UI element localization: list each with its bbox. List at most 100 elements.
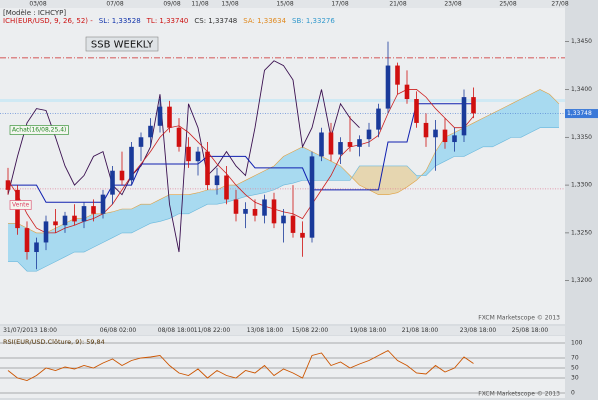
cloud-segment (397, 165, 407, 193)
bottom-date-label: 13/08 18:00 (247, 327, 284, 334)
legend-entry: SL: 1,33528 (99, 17, 141, 25)
cloud-segment (445, 132, 455, 162)
candle-body (129, 146, 134, 181)
cloud-segment (473, 118, 483, 152)
top-date-label: 07/08 (106, 1, 123, 8)
model-label: [Modèle : ICHCYP] (3, 9, 66, 17)
bottom-date-label: 21/08 18:00 (402, 327, 439, 334)
cloud-segment (331, 161, 341, 181)
candle-body (167, 106, 172, 128)
cloud-segment (321, 156, 331, 181)
cloud-segment (245, 175, 255, 197)
candle-body (252, 208, 258, 216)
candle-body (271, 199, 277, 224)
candle-body (414, 99, 419, 123)
top-date-label: 09/08 (163, 1, 180, 8)
candle-body (205, 151, 210, 186)
candle-body (262, 199, 267, 216)
candle-body (376, 108, 381, 130)
candle-body (100, 194, 106, 214)
bottom-date-label: 15/08 22:00 (292, 327, 329, 334)
cloud-segment (378, 165, 388, 195)
title-box (85, 36, 159, 52)
cloud-segment (502, 103, 512, 143)
cloud-segment (74, 218, 84, 253)
candle-body (357, 139, 362, 147)
candle-body (148, 125, 153, 138)
chart-title: SSB WEEKLY (91, 40, 154, 51)
cloud-segment (435, 137, 445, 166)
candle-body (224, 175, 229, 200)
cloud-segment (226, 185, 236, 203)
signal-label: Vente (12, 202, 29, 209)
y-tick-label: 30 (571, 375, 579, 382)
top-date-label: 21/08 (389, 1, 406, 8)
cloud-segment (46, 228, 56, 267)
cloud-segment (530, 89, 540, 133)
candle-body (5, 180, 11, 190)
cloud-segment (150, 199, 160, 224)
cloud-segment (103, 211, 113, 243)
top-date-label: 25/08 (499, 1, 516, 8)
y-tick-label: 1,3450 (571, 38, 592, 45)
cloud (8, 89, 559, 272)
top-date-label: 15/08 (276, 1, 293, 8)
cloud-segment (464, 122, 474, 157)
candle-body (309, 156, 315, 238)
cloud-segment (179, 194, 189, 214)
y-tick-label: 1,3400 (571, 86, 592, 93)
cloud-segment (65, 218, 75, 257)
candle-body (195, 151, 201, 162)
bottom-date-label: 06/08 02:00 (100, 327, 137, 334)
legend-entry: ICH(EUR/USD, 9, 26, 52) - (3, 17, 93, 25)
candle-body (176, 127, 182, 147)
cloud-segment (188, 192, 198, 214)
candle-body (290, 215, 296, 233)
legend-entry: SA: 1,33634 (243, 17, 286, 25)
candle-body (243, 208, 248, 214)
rsi-line (7, 349, 474, 381)
candle-body (233, 199, 239, 214)
cloud-segment (160, 194, 170, 222)
candle-body (442, 129, 448, 143)
candle-body (24, 228, 30, 253)
candle-body (91, 206, 96, 214)
top-date-label: 03/08 (29, 1, 46, 8)
cloud-segment (549, 94, 559, 128)
signal-label: Achat(16/08,25,4) (12, 127, 66, 134)
rsi-panel (0, 336, 565, 398)
cloud-segment (492, 108, 502, 147)
cloud-segment (131, 204, 141, 233)
candle-body (338, 142, 343, 155)
cloud-segment (27, 228, 37, 272)
cloud-segment (264, 165, 274, 193)
kijun-line (8, 103, 474, 203)
cloud-segment (483, 113, 493, 147)
candle-body (347, 142, 353, 147)
cloud-segment (511, 99, 521, 138)
y-tick-label: 100 (571, 340, 583, 347)
highlight-band (0, 99, 565, 102)
bottom-date-label: 23/08 18:00 (460, 327, 497, 334)
cloud-segment (198, 189, 208, 209)
candle-body (214, 175, 220, 186)
cloud-segment (55, 223, 65, 262)
cloud-segment (293, 146, 303, 184)
span-a-line (8, 89, 560, 234)
y-tick-label: 0 (571, 390, 575, 397)
cloud-segment (141, 204, 151, 229)
candle-body (81, 206, 87, 222)
bottom-date-strip (0, 326, 565, 335)
top-date-label: 23/08 (444, 1, 461, 8)
watermark: FXCM Marketscope © 2013 (478, 315, 560, 322)
cloud-segment (359, 165, 369, 190)
legend-entry: CS: 1,33748 (194, 17, 237, 25)
candle-body (138, 137, 144, 147)
candle-body (319, 132, 324, 157)
marks (0, 41, 565, 272)
candle-body (119, 170, 125, 181)
cloud-segment (255, 170, 265, 195)
candle-body (404, 84, 410, 100)
span-b-line (8, 127, 559, 272)
